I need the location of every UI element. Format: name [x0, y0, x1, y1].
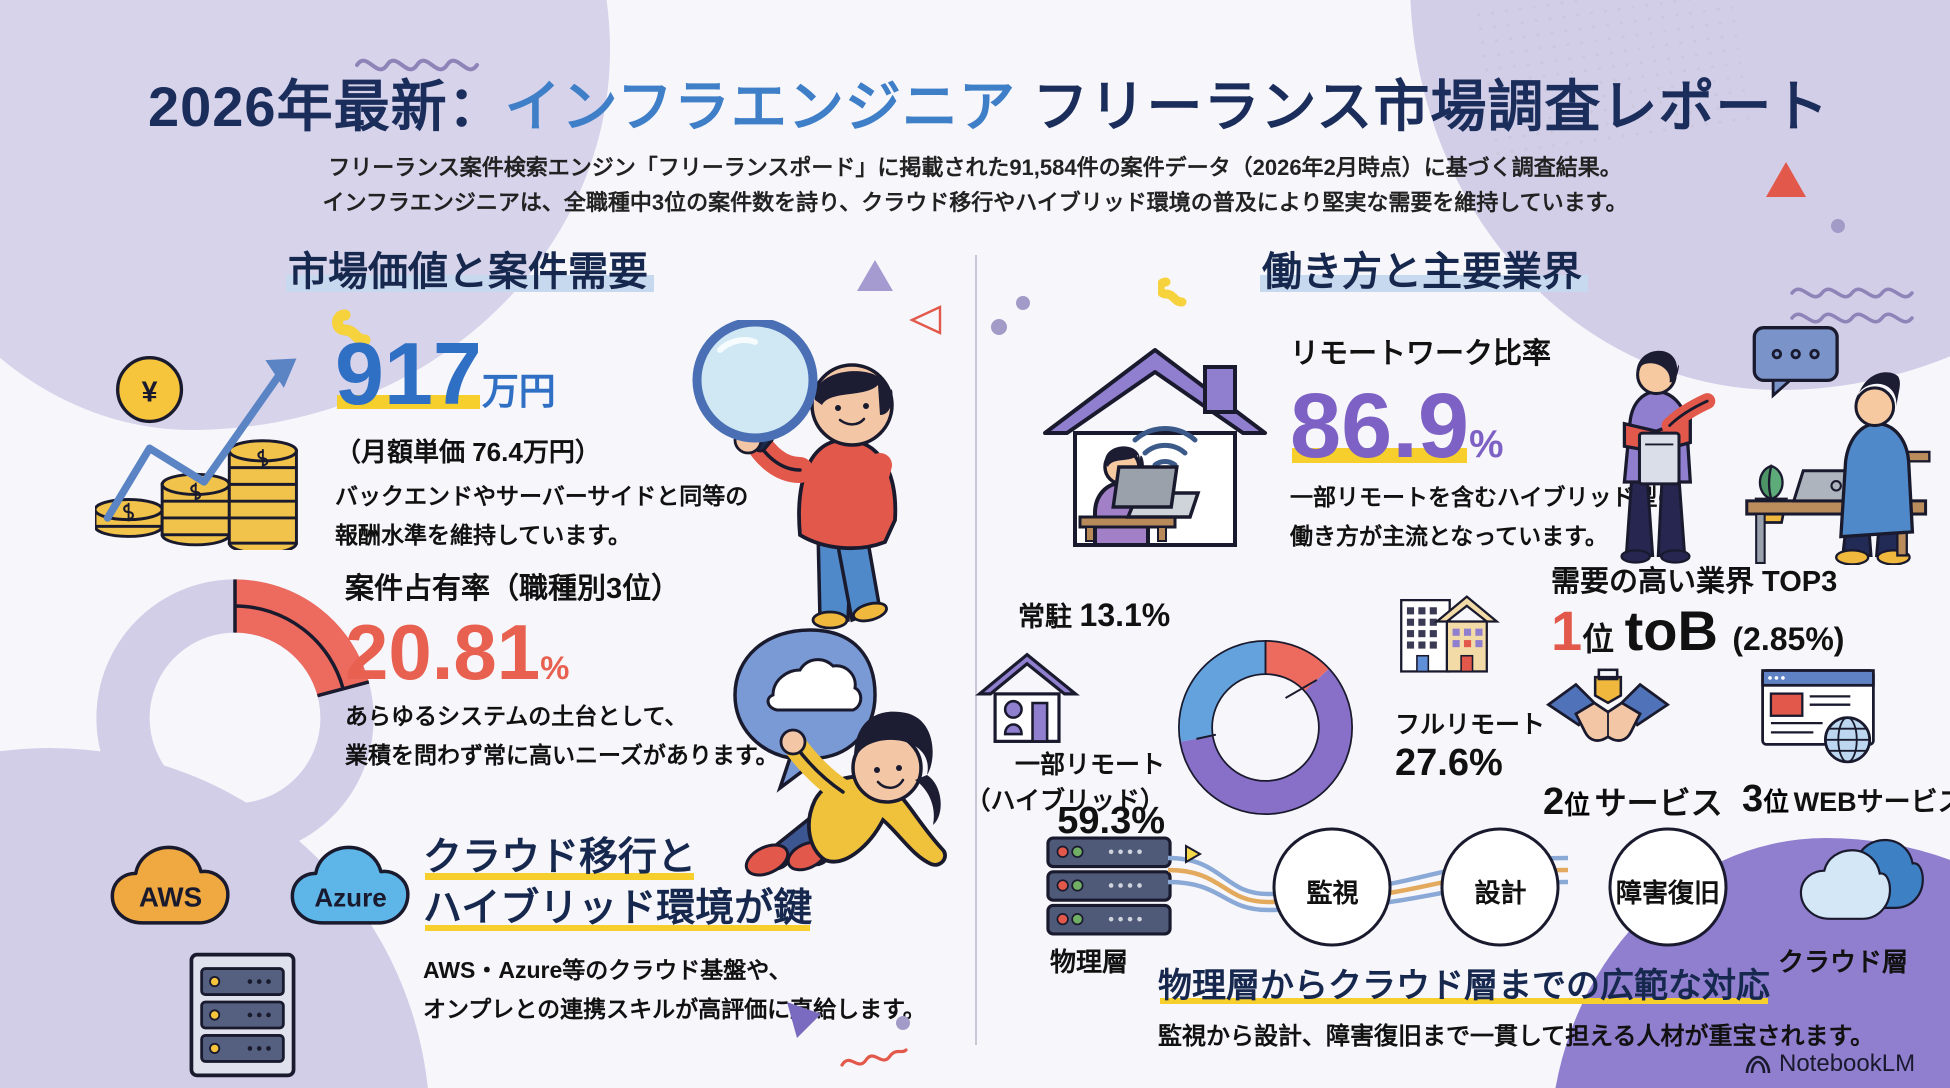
svg-text:Azure: Azure	[314, 882, 386, 912]
svg-text:¥: ¥	[142, 376, 158, 408]
svg-text:AWS: AWS	[139, 881, 202, 912]
